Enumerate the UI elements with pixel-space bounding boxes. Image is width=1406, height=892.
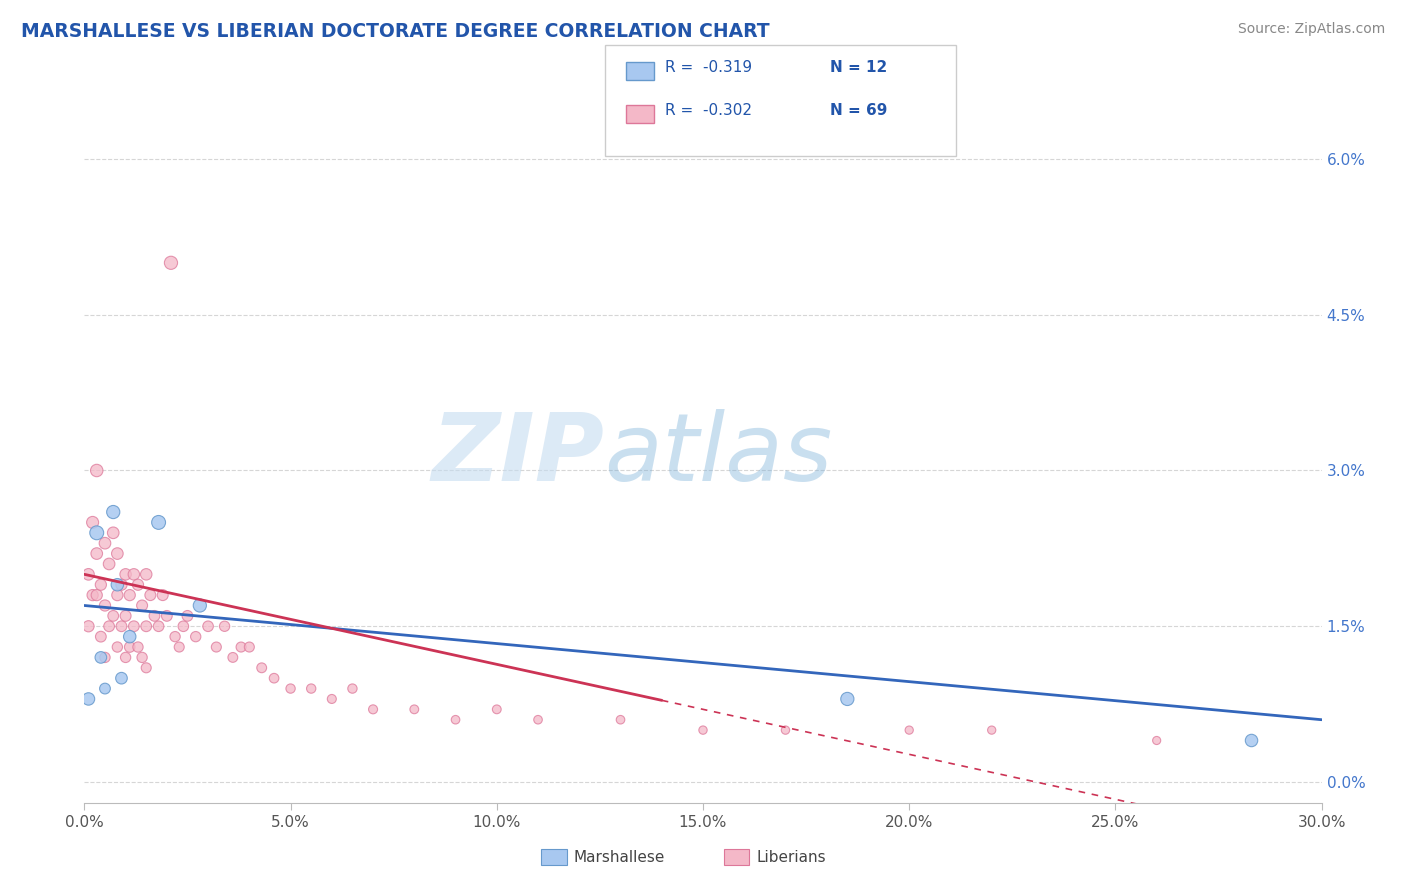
Point [444,713,467,727]
Point [1146,733,1168,747]
Point [98,619,121,633]
Point [172,619,194,633]
Point [485,702,508,716]
Point [692,723,714,738]
Point [197,619,219,633]
Point [131,599,153,613]
Point [103,608,125,623]
Point [110,671,132,685]
Point [90,630,112,644]
Text: Liberians: Liberians [756,850,827,864]
Point [299,681,322,696]
Point [980,723,1002,738]
Point [110,578,132,592]
Point [160,256,183,270]
Point [105,547,128,561]
Point [103,505,125,519]
Point [404,702,426,716]
Point [263,671,285,685]
Point [222,650,245,665]
Point [86,463,108,477]
Point [238,640,260,654]
Point [86,547,108,561]
Point [127,578,149,592]
Point [176,608,198,623]
Point [118,640,141,654]
Point [90,650,112,665]
Text: R =  -0.319: R = -0.319 [665,61,752,75]
Point [118,630,141,644]
Point [148,516,170,530]
Point [361,702,384,716]
Point [527,713,550,727]
Point [609,713,631,727]
Point [139,588,162,602]
Point [837,692,859,706]
Point [94,681,117,696]
Point [165,630,187,644]
Point [167,640,190,654]
Point [1240,733,1263,747]
Point [205,640,228,654]
Point [184,630,207,644]
Point [280,681,302,696]
Text: ZIP: ZIP [432,409,605,501]
Text: atlas: atlas [605,409,832,500]
Point [342,681,364,696]
Point [90,578,112,592]
Text: N = 69: N = 69 [830,103,887,118]
Point [135,619,157,633]
Point [229,640,252,654]
Point [135,661,157,675]
Point [898,723,921,738]
Point [188,599,211,613]
Point [131,650,153,665]
Point [94,536,117,550]
Point [86,588,108,602]
Point [152,588,174,602]
Point [775,723,797,738]
Text: MARSHALLESE VS LIBERIAN DOCTORATE DEGREE CORRELATION CHART: MARSHALLESE VS LIBERIAN DOCTORATE DEGREE… [21,22,769,41]
Point [122,567,145,582]
Point [143,608,166,623]
Point [82,588,104,602]
Point [321,692,343,706]
Point [94,599,117,613]
Text: R =  -0.302: R = -0.302 [665,103,752,118]
Point [77,567,100,582]
Text: Source: ZipAtlas.com: Source: ZipAtlas.com [1237,22,1385,37]
Point [148,619,170,633]
Point [118,588,141,602]
Point [103,525,125,540]
Point [156,608,179,623]
Point [77,619,100,633]
Point [110,619,132,633]
Point [105,640,128,654]
Point [86,525,108,540]
Point [105,588,128,602]
Text: N = 12: N = 12 [830,61,887,75]
Point [82,516,104,530]
Point [135,567,157,582]
Point [77,692,100,706]
Point [214,619,236,633]
Point [114,567,136,582]
Point [94,650,117,665]
Point [122,619,145,633]
Point [98,557,121,571]
Point [250,661,273,675]
Point [114,650,136,665]
Point [105,578,128,592]
Text: Marshallese: Marshallese [574,850,665,864]
Point [114,608,136,623]
Point [127,640,149,654]
